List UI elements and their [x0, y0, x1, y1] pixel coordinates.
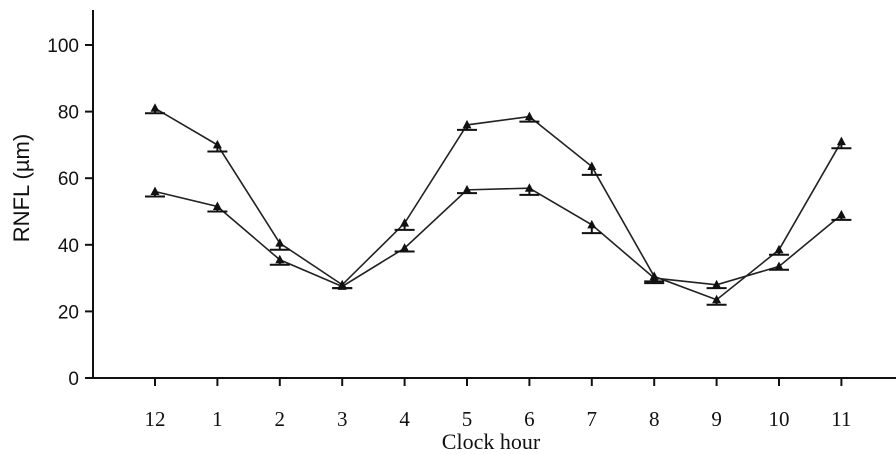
series-1 — [145, 103, 851, 304]
x-tick-label: 5 — [462, 407, 473, 431]
x-tick-label: 3 — [337, 407, 348, 431]
series-group — [145, 103, 851, 304]
y-ticks: 0 20 40 60 80 100 — [47, 36, 93, 390]
x-axis-title: Clock hour — [442, 429, 541, 454]
y-tick-label: 100 — [47, 36, 79, 57]
x-tick-label: 9 — [711, 407, 722, 431]
x-tick-label: 7 — [587, 407, 598, 431]
data-point-marker — [151, 187, 160, 196]
y-tick-label: 40 — [58, 236, 79, 257]
data-point-marker — [587, 220, 596, 229]
y-tick-label: 20 — [58, 302, 79, 323]
x-tick-label: 6 — [524, 407, 535, 431]
data-point-marker — [151, 103, 160, 112]
data-point-marker — [837, 137, 846, 146]
x-tick-label: 11 — [831, 407, 851, 431]
x-tick-label: 10 — [769, 407, 790, 431]
data-point-marker — [213, 140, 222, 149]
series-line — [155, 108, 841, 299]
y-tick-label: 80 — [58, 103, 79, 124]
x-tick-label: 4 — [399, 407, 410, 431]
x-tick-label: 8 — [649, 407, 660, 431]
data-point-marker — [775, 245, 784, 254]
data-point-marker — [587, 162, 596, 171]
series-line — [155, 188, 841, 286]
x-tick-label: 2 — [275, 407, 286, 431]
y-tick-label: 0 — [68, 369, 79, 390]
data-point-marker — [837, 210, 846, 219]
y-axis-title: RNFL (µm) — [9, 134, 34, 242]
data-point-marker — [775, 261, 784, 270]
x-tick-label: 1 — [212, 407, 223, 431]
x-ticks: 12 1 2 3 4 5 6 7 8 9 10 11 — [145, 378, 852, 431]
y-tick-label: 60 — [58, 169, 79, 190]
x-tick-label: 12 — [145, 407, 166, 431]
data-point-marker — [525, 112, 534, 121]
axes — [93, 10, 896, 378]
data-point-marker — [525, 183, 534, 192]
